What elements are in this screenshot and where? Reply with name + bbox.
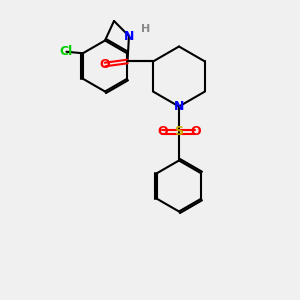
Text: O: O [100, 58, 110, 71]
Text: O: O [157, 125, 168, 139]
Text: S: S [175, 125, 184, 139]
Text: N: N [124, 29, 134, 43]
Text: H: H [141, 23, 150, 34]
Text: N: N [174, 100, 184, 113]
Text: O: O [190, 125, 201, 139]
Text: Cl: Cl [60, 45, 73, 58]
